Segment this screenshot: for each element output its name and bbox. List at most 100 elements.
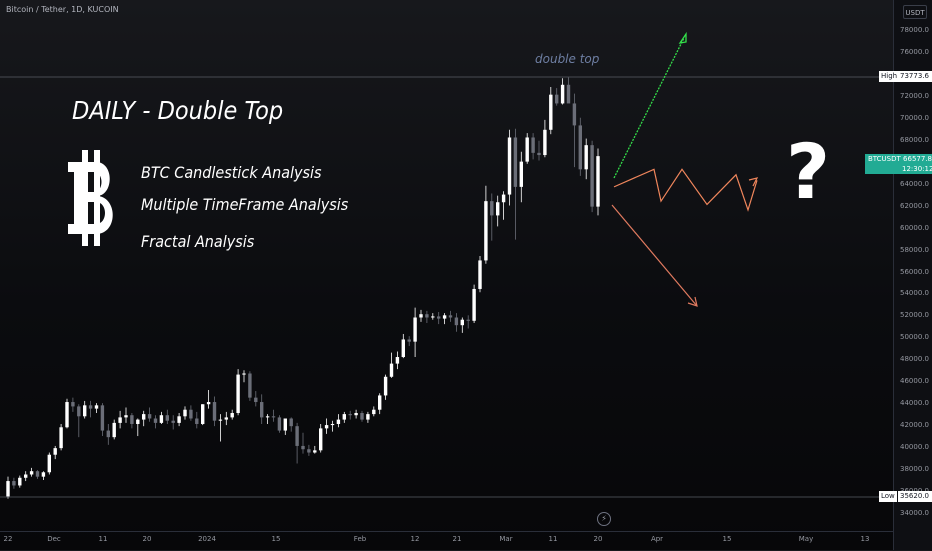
candle-body xyxy=(212,402,217,421)
candle-body xyxy=(106,430,110,438)
candle-body xyxy=(360,413,364,420)
price-tick: 78000.0 xyxy=(900,26,929,34)
candle-body xyxy=(153,418,158,423)
candle-body xyxy=(307,449,311,453)
candle-body xyxy=(507,137,512,195)
price-tick: 52000.0 xyxy=(900,311,929,320)
candle-body xyxy=(466,319,470,321)
candle-body xyxy=(454,317,459,326)
candle-body xyxy=(201,404,205,424)
candle-body xyxy=(88,405,93,409)
candle-body xyxy=(319,428,323,451)
candle-body xyxy=(29,471,34,475)
down-arrowhead xyxy=(687,296,698,307)
candle-body xyxy=(165,415,169,421)
double-top-annotation: double top xyxy=(535,52,600,66)
candle-body xyxy=(442,315,447,319)
candle-body xyxy=(490,201,494,216)
price-tick: 50000.0 xyxy=(900,333,929,342)
candle-body xyxy=(437,316,441,319)
candle-body xyxy=(501,194,506,203)
candle-body xyxy=(112,422,116,438)
candle-body xyxy=(525,137,529,162)
candle-body xyxy=(460,319,464,326)
candle-body xyxy=(401,339,405,358)
time-tick: 15 xyxy=(722,535,732,543)
time-tick: 20 xyxy=(593,535,603,543)
candle-body xyxy=(283,418,287,431)
price-tick: 40000.0 xyxy=(900,443,929,452)
price-tick: 48000.0 xyxy=(900,355,929,364)
candle-body xyxy=(65,402,69,428)
candle-body xyxy=(566,84,571,104)
price-tick: 76000.0 xyxy=(900,47,929,56)
candle-body xyxy=(543,129,547,156)
bullet-fractal: Fractal Analysis xyxy=(141,232,255,251)
time-tick: Feb xyxy=(353,535,367,543)
candle-body xyxy=(378,395,382,410)
price-tick: 44000.0 xyxy=(900,399,929,408)
candle-body xyxy=(572,103,577,126)
low-label: Low xyxy=(879,491,897,502)
candle-body xyxy=(348,414,352,416)
time-tick: Dec xyxy=(47,535,61,543)
candle-body xyxy=(71,402,75,407)
time-tick: 11 xyxy=(548,535,558,543)
time-tick: 12 xyxy=(410,535,420,543)
bullet-timeframe: Multiple TimeFrame Analysis xyxy=(141,195,349,214)
candle-body xyxy=(496,202,500,216)
candle-body xyxy=(425,314,429,318)
price-tick: 34000.0 xyxy=(900,509,929,517)
candle-body xyxy=(12,481,16,486)
candle-body xyxy=(419,314,423,318)
time-tick: May xyxy=(798,535,814,543)
candle-body xyxy=(389,363,394,377)
candle-body xyxy=(218,419,223,421)
candle-body xyxy=(195,418,199,424)
symbol-title[interactable]: Bitcoin / Tether, 1D, KUCOIN xyxy=(6,5,119,14)
price-tick: 60000.0 xyxy=(900,223,929,232)
price-tick: 70000.0 xyxy=(900,113,929,122)
price-tick: 56000.0 xyxy=(900,267,929,276)
price-tick: 46000.0 xyxy=(900,377,929,386)
bullet-candlestick: BTC Candlestick Analysis xyxy=(141,163,322,182)
candles-layer xyxy=(6,77,600,499)
candle-body xyxy=(183,409,187,417)
candle-body xyxy=(147,414,152,419)
projection-layer xyxy=(611,31,759,307)
candle-body xyxy=(395,357,400,364)
down-arrow-line xyxy=(611,204,698,307)
high-value: 73773.6 xyxy=(898,71,932,82)
candle-body xyxy=(590,145,594,207)
price-axis[interactable] xyxy=(893,0,932,550)
candle-body xyxy=(560,84,565,104)
range-zigzag xyxy=(613,168,758,212)
candle-body xyxy=(35,471,40,477)
candle-body xyxy=(354,413,358,416)
candle-body xyxy=(254,397,258,403)
time-tick: 15 xyxy=(271,535,281,543)
candle-body xyxy=(94,405,99,409)
candle-body xyxy=(472,288,476,321)
candle-body xyxy=(260,402,264,418)
candle-body xyxy=(265,416,270,418)
candle-body xyxy=(83,405,87,417)
candle-body xyxy=(24,474,28,478)
candle-body xyxy=(53,448,57,455)
candle-body xyxy=(206,402,211,405)
candle-body xyxy=(248,373,252,398)
candle-body xyxy=(301,445,305,450)
price-tick: 42000.0 xyxy=(900,421,929,430)
bitcoin-logo-icon xyxy=(68,150,113,246)
question-mark: ? xyxy=(786,127,831,216)
candle-body xyxy=(295,426,299,446)
candle-body xyxy=(41,472,46,477)
currency-button[interactable]: USDT xyxy=(903,5,927,19)
candle-body xyxy=(18,477,22,486)
time-axis[interactable] xyxy=(0,531,893,551)
candle-body xyxy=(230,413,234,418)
candle-body xyxy=(77,406,81,417)
time-tick: 21 xyxy=(452,535,462,543)
lightning-icon[interactable]: ⚡ xyxy=(597,512,611,526)
